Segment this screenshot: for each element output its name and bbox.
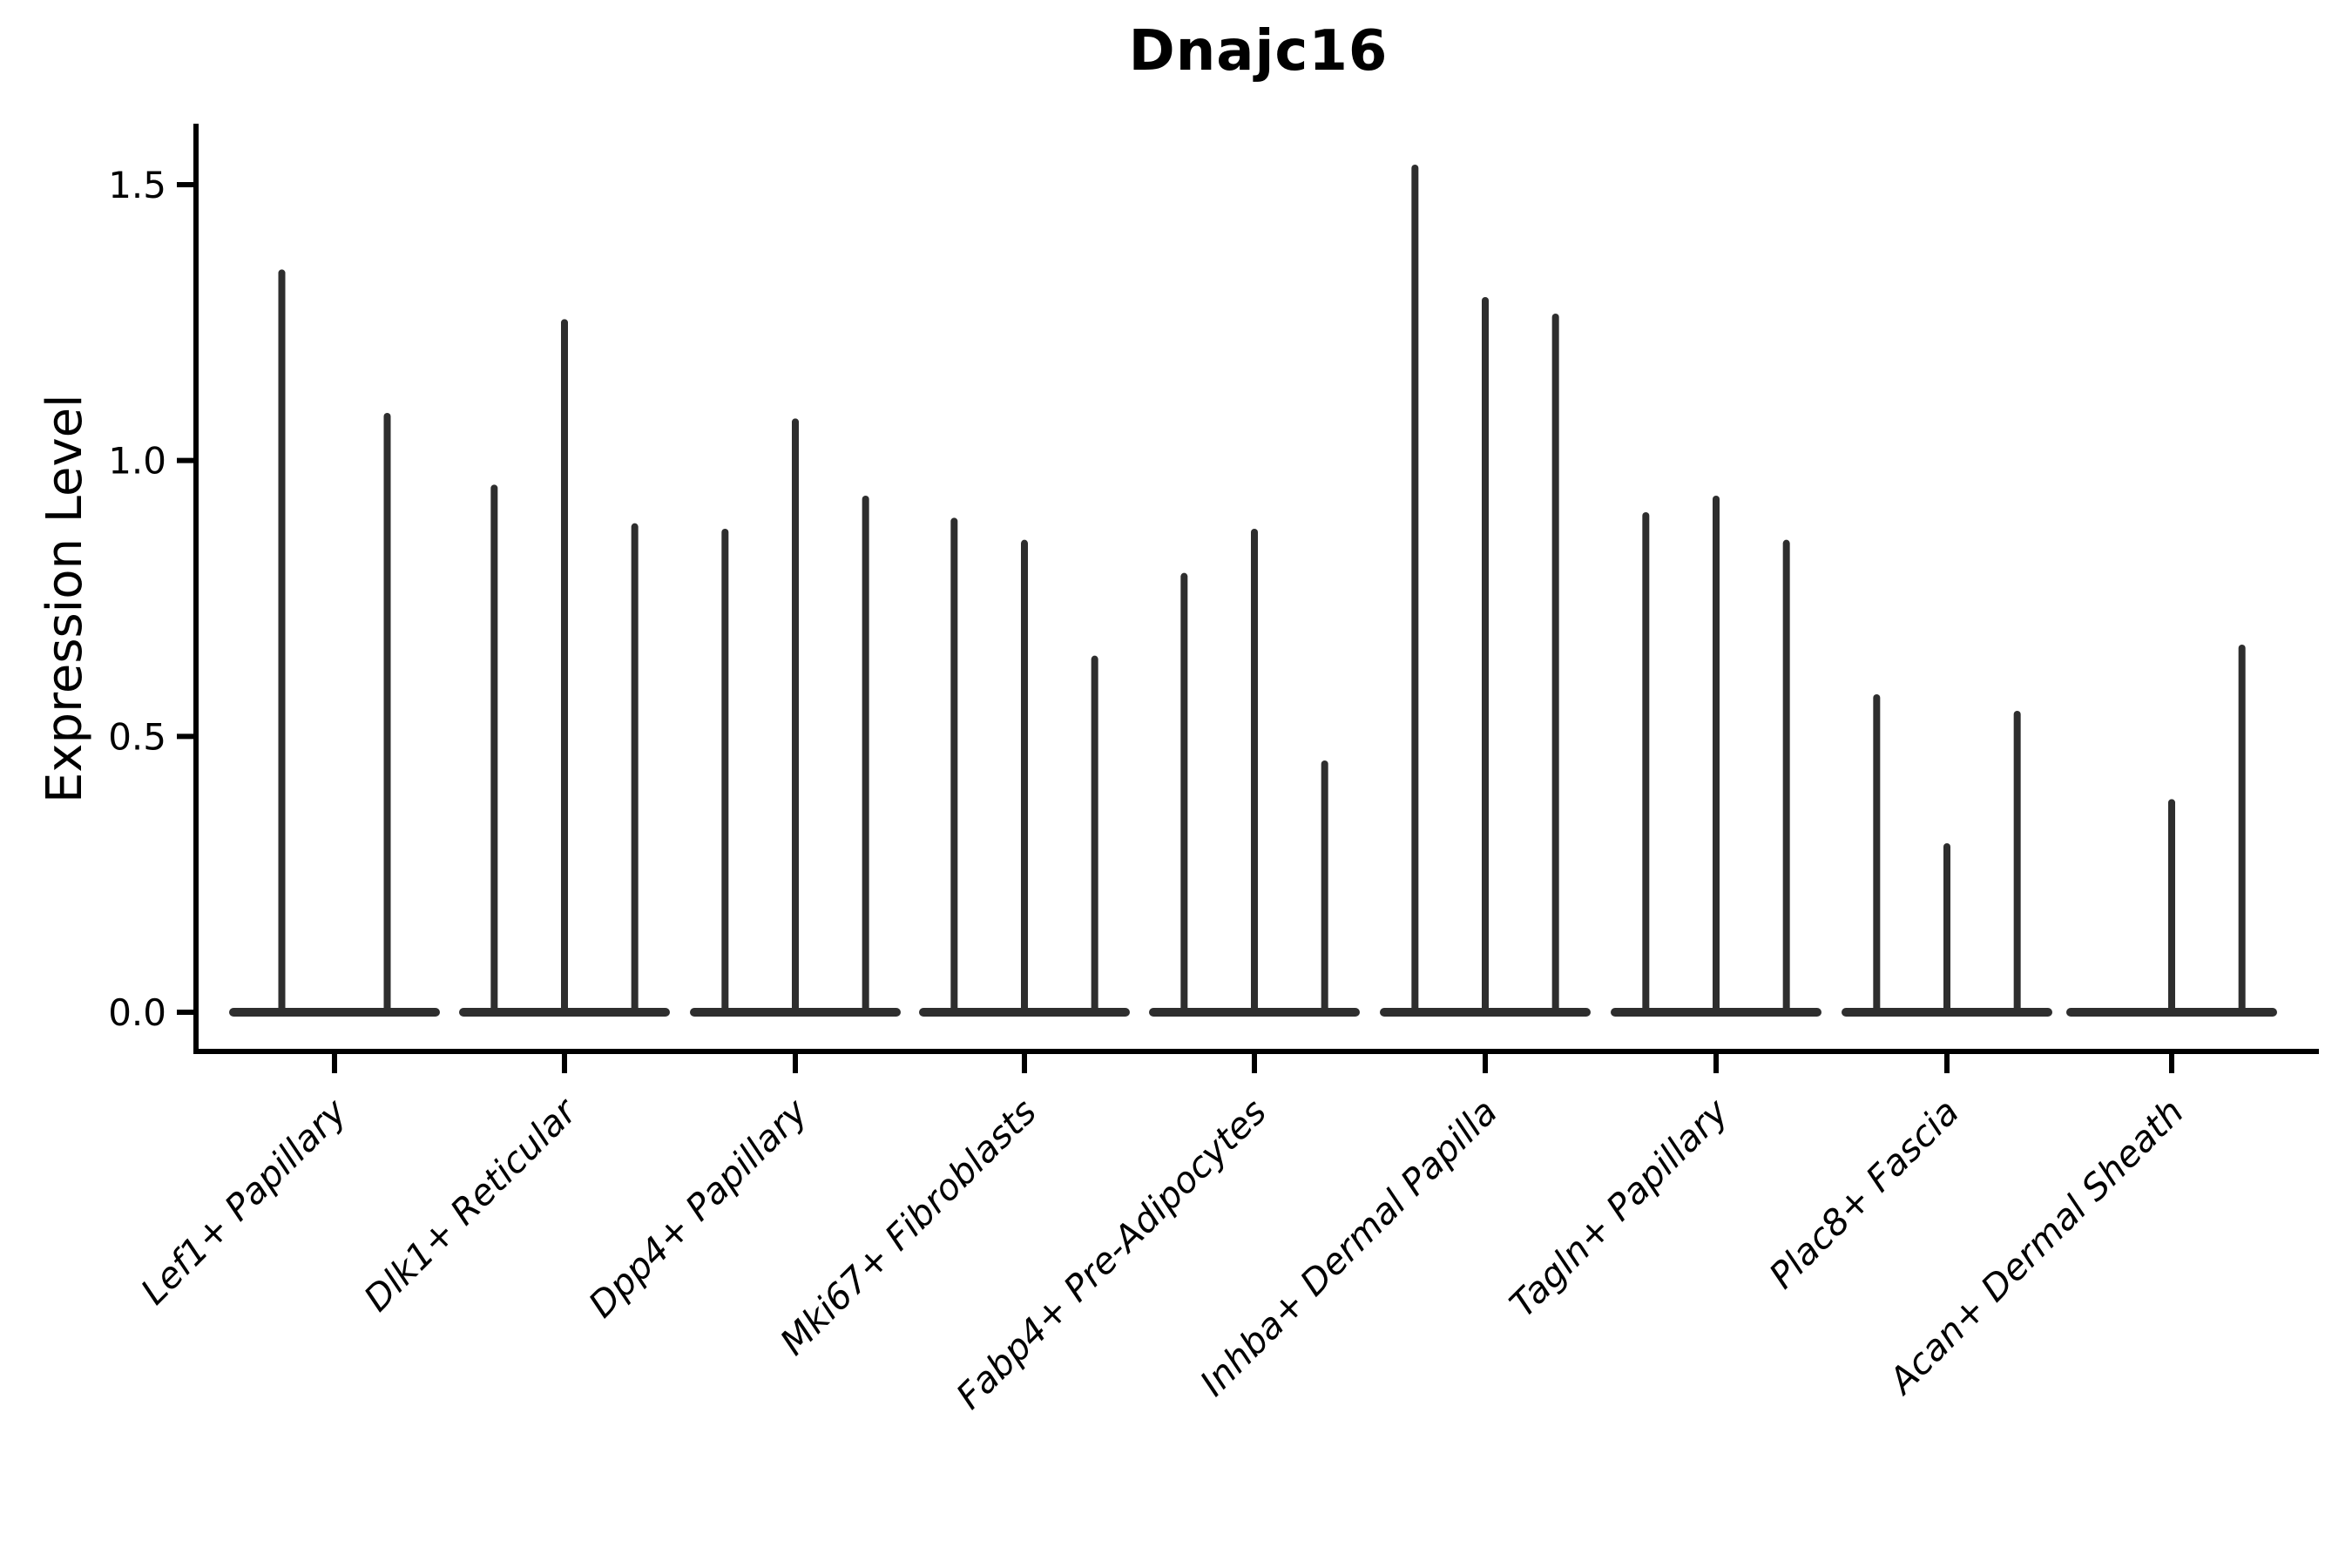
y-tick-label: 1.0 [108, 440, 166, 483]
x-tick-label: Dpp4+ Papillary [580, 1091, 815, 1326]
chart-title: Dnajc16 [1128, 19, 1389, 84]
y-tick-label: 0.0 [108, 991, 166, 1034]
x-tick-label: Dlk1+ Reticular [356, 1090, 586, 1320]
x-tick-label: Tagln+ Papillary [1502, 1091, 1737, 1326]
x-tick-label: Lef1+ Papillary [132, 1091, 355, 1313]
y-tick-label: 0.5 [108, 715, 166, 758]
violin-baseline [229, 1008, 440, 1017]
x-tick-label: Mki67+ Fibroblasts [772, 1091, 1044, 1363]
x-tick-label: Plac8+ Fascia [1761, 1091, 1967, 1296]
y-tick-label: 1.5 [108, 164, 166, 206]
